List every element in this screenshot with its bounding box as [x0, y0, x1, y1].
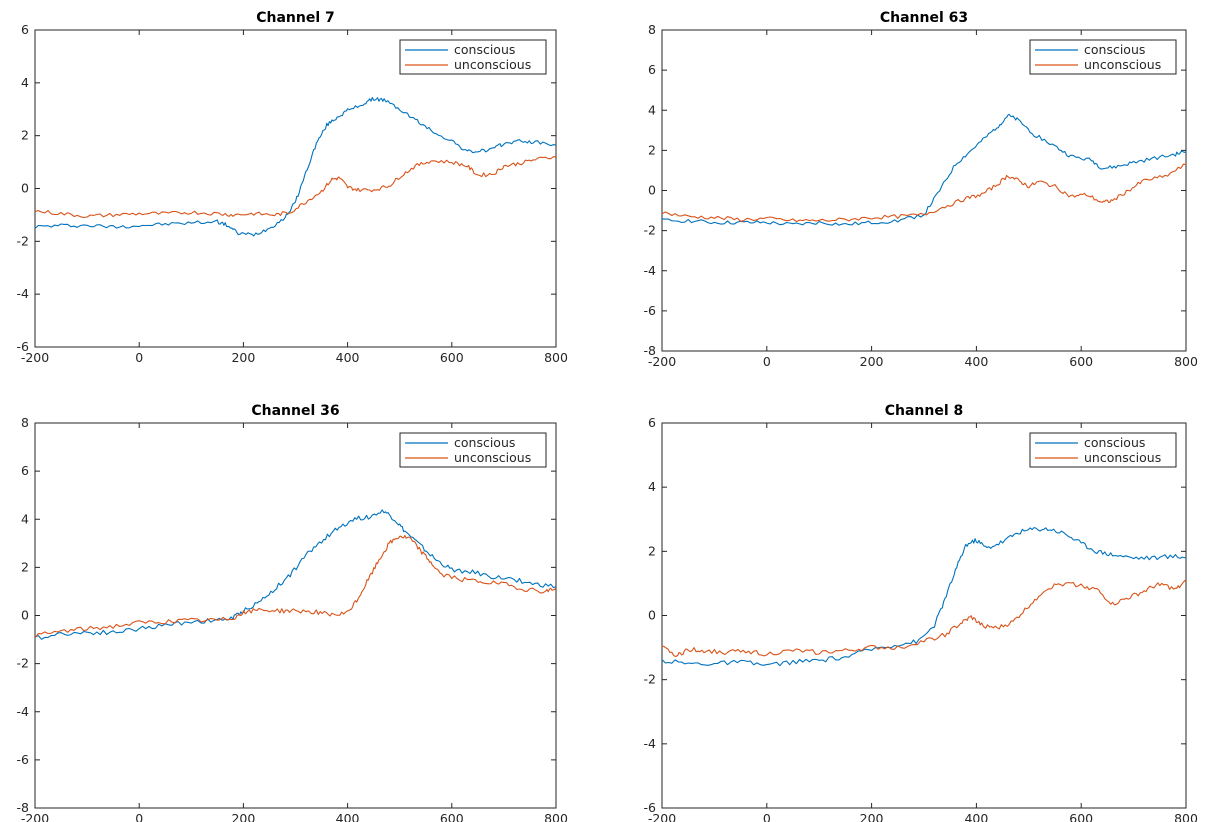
y-tick-label: -6: [644, 800, 657, 815]
legend-label-unconscious: unconscious: [1084, 450, 1161, 465]
legend-box: [399, 39, 547, 75]
y-tick-label: 6: [21, 22, 29, 37]
x-tick-label: 800: [544, 350, 568, 365]
x-tick-label: -200: [21, 350, 49, 365]
x-tick-label: 200: [860, 811, 884, 822]
subplot-3: Channel 36 -200 0 200 400 600 800 -8 -6 -4 -2 0 2 4 6 8…: [17, 403, 568, 822]
series-line-unconscious: [661, 580, 1187, 658]
x-tick-label: 200: [231, 350, 255, 365]
legend-label-conscious: conscious: [1084, 42, 1145, 57]
x-tick-label: 0: [763, 811, 771, 822]
y-tick-label: -6: [17, 339, 30, 354]
x-tick-label: -200: [21, 811, 49, 822]
subplot-1: Channel 7 -200 0 200 400 600 800 -6 -4 -2 0 2 4 6 cons…: [17, 10, 568, 365]
axes-box: [34, 422, 557, 809]
x-tick-label: 600: [440, 811, 464, 822]
y-tick-label: 2: [648, 543, 656, 558]
y-tick-label: 4: [21, 75, 29, 90]
legend-label-unconscious: unconscious: [454, 450, 531, 465]
x-tick-label: 800: [1174, 811, 1198, 822]
x-tick-label: 600: [1069, 354, 1093, 369]
y-tick-label: 2: [21, 128, 29, 143]
x-tick-label: 0: [135, 811, 143, 822]
x-tick-label: -200: [648, 811, 676, 822]
x-tick-label: 400: [964, 354, 988, 369]
y-tick-label: -6: [644, 303, 657, 318]
x-tick-label: 600: [440, 350, 464, 365]
y-tick-label: 6: [21, 463, 29, 478]
x-tick-label: 400: [336, 811, 360, 822]
y-tick-label: -4: [644, 263, 657, 278]
y-tick-label: -2: [17, 656, 29, 671]
x-tick-label: 400: [336, 350, 360, 365]
x-tick-label: 800: [544, 811, 568, 822]
y-tick-label: 4: [648, 102, 656, 117]
series-line-unconscious: [34, 534, 557, 639]
x-tick-label: 0: [135, 350, 143, 365]
y-tick-label: 2: [648, 142, 656, 157]
chart-title: Channel 7: [256, 10, 335, 26]
legend-label-conscious: conscious: [454, 42, 515, 57]
y-tick-label: 6: [648, 62, 656, 77]
y-tick-label: -4: [17, 286, 30, 301]
chart-title: Channel 36: [251, 403, 339, 419]
y-tick-label: 2: [21, 559, 29, 574]
subplot-4: Channel 8 -200 0 200 400 600 800 -6 -4 -2 0 2 4 6 cons…: [644, 403, 1198, 822]
y-tick-label: 4: [648, 479, 656, 494]
y-tick-label: -4: [17, 704, 30, 719]
y-tick-label: -8: [17, 800, 30, 815]
y-tick-label: -2: [17, 233, 29, 248]
legend-label-unconscious: unconscious: [1084, 57, 1161, 72]
y-tick-label: -4: [644, 736, 657, 751]
x-tick-label: 200: [231, 811, 255, 822]
x-tick-label: 400: [964, 811, 988, 822]
y-tick-label: 0: [21, 608, 29, 623]
y-tick-label: 4: [21, 511, 29, 526]
legend-box: [1029, 432, 1177, 468]
legend-box: [1029, 39, 1177, 75]
y-tick-label: -6: [17, 752, 30, 767]
subplot-2: Channel 63 -200 0 200 400 600 800 -8 -6 -4 -2 0 2 4 6 8…: [644, 10, 1198, 369]
x-tick-label: 600: [1069, 811, 1093, 822]
axes-box: [34, 29, 557, 348]
y-tick-label: -8: [644, 343, 657, 358]
x-tick-label: 0: [763, 354, 771, 369]
subplots-group: Channel 7-200 0 200 400 600 800-6-4-20246cons…: [17, 10, 1198, 822]
series-line-conscious: [661, 113, 1187, 226]
series-line-unconscious: [34, 156, 557, 219]
y-tick-label: 8: [648, 22, 656, 37]
y-tick-label: 8: [21, 415, 29, 430]
legend-label-conscious: conscious: [1084, 435, 1145, 450]
legend-box: [399, 432, 547, 468]
y-tick-label: 0: [21, 181, 29, 196]
chart-title: Channel 63: [880, 10, 968, 26]
axes-box: [661, 29, 1187, 352]
x-tick-label: 800: [1174, 354, 1198, 369]
legend-label-unconscious: unconscious: [454, 57, 531, 72]
y-tick-label: 0: [648, 183, 656, 198]
series-line-conscious: [661, 527, 1187, 667]
series-line-unconscious: [661, 163, 1187, 223]
y-tick-label: 6: [648, 415, 656, 430]
x-tick-label: -200: [648, 354, 676, 369]
y-tick-label: 0: [648, 608, 656, 623]
series-line-conscious: [34, 509, 557, 640]
y-tick-label: -2: [644, 223, 656, 238]
chart-title: Channel 8: [885, 403, 964, 419]
series-line-conscious: [34, 96, 557, 237]
legend-label-conscious: conscious: [454, 435, 515, 450]
x-tick-label: 200: [860, 354, 884, 369]
y-tick-label: -2: [644, 672, 656, 687]
axes-box: [661, 422, 1187, 809]
